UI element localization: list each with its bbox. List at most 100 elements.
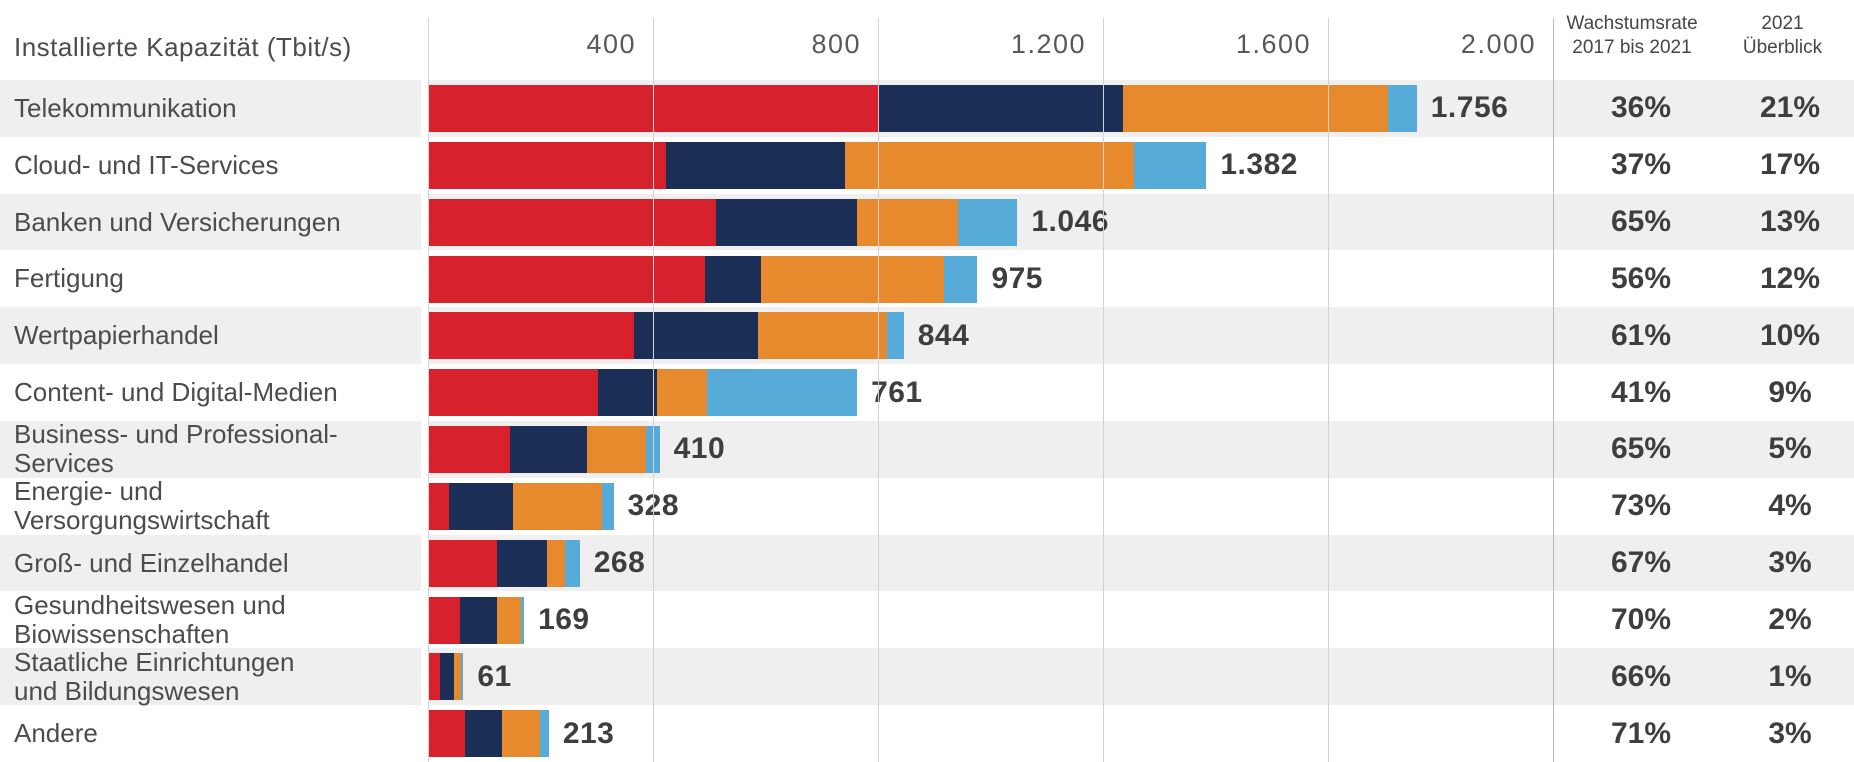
growth-rate-value: 37% <box>1610 148 1672 182</box>
bar-segment-red <box>429 596 460 644</box>
category-label-line: Biowissenschaften <box>14 618 230 649</box>
stacked-bar <box>429 198 1018 246</box>
stacked-bar <box>429 710 549 758</box>
category-label: Groß- und Einzelhandel <box>14 535 409 592</box>
growth-rate-value: 70% <box>1610 602 1672 636</box>
bar-segment-navy <box>440 653 455 701</box>
stacked-bar <box>429 482 614 530</box>
bar-segment-red <box>429 255 705 303</box>
bar-segment-red <box>429 85 879 132</box>
bar-segment-orange <box>845 141 1134 189</box>
overview-share-value: 5% <box>1768 432 1812 466</box>
overview-share-value: 10% <box>1759 318 1821 352</box>
bar-value-label: 761 <box>871 375 923 409</box>
category-label-line: Wertpapierhandel <box>14 320 219 351</box>
overview-share-value: 4% <box>1768 489 1812 523</box>
category-label: Fertigung <box>14 251 409 308</box>
bar-segment-blue <box>564 539 580 587</box>
bar-segment-orange <box>547 539 565 587</box>
column-header-growth-line1: Wachstumsrate <box>1566 13 1698 34</box>
growth-rate-value: 56% <box>1610 261 1672 295</box>
bar-segment-blue <box>707 369 858 417</box>
bar-segment-red <box>429 369 598 417</box>
bar-segment-blue <box>602 482 614 530</box>
bar-segment-blue <box>539 710 549 758</box>
stacked-bar <box>429 255 978 303</box>
bar-segment-navy <box>704 255 761 303</box>
bar-value-label: 61 <box>477 659 512 693</box>
x-tick-label: 400 <box>586 29 636 59</box>
stacked-bar <box>429 141 1207 189</box>
stacked-bar <box>429 653 464 701</box>
row-stripe <box>0 421 1854 478</box>
category-label: Cloud- und IT-Services <box>14 137 409 194</box>
bar-segment-red <box>429 198 716 246</box>
bar-segment-blue <box>958 198 1018 246</box>
growth-rate-value: 67% <box>1610 546 1672 580</box>
table-row: Energie- und Versorgungswirtschaft 328 73% 4… <box>0 477 1854 535</box>
overview-share-value: 3% <box>1768 716 1812 750</box>
table-row: Banken und Versicherungen 1.046 65% 13% <box>0 193 1854 251</box>
table-row: Staatliche Einrichtungen und Bildungswese… <box>0 646 1854 706</box>
category-label-line: Services <box>14 448 114 479</box>
category-label-line: Banken und Versicherungen <box>14 206 341 237</box>
bar-segment-navy <box>459 596 498 644</box>
bar-segment-navy <box>634 312 759 360</box>
category-label: Content- und Digital-Medien <box>14 364 409 421</box>
table-row: Gesundheitswesen und Biowissenschaften 169… <box>0 589 1854 649</box>
gridline <box>1103 18 1104 762</box>
bar-segment-orange <box>513 482 603 530</box>
bar-segment-red <box>429 539 497 587</box>
category-label-line: und Bildungswesen <box>14 675 240 706</box>
bar-segment-navy <box>448 482 514 530</box>
overview-share-value: 3% <box>1768 546 1812 580</box>
bar-segment-navy <box>597 369 657 417</box>
bar-value-label: 213 <box>562 716 615 750</box>
bar-segment-blue <box>1133 141 1207 189</box>
category-label-line: Staatliche Einrichtungen <box>14 646 295 677</box>
bar-segment-orange <box>760 255 944 303</box>
category-label: Energie- und Versorgungswirtschaft <box>14 477 409 535</box>
bar-segment-blue <box>520 596 525 644</box>
bar-segment-navy <box>510 426 588 473</box>
row-stripe <box>0 534 1854 592</box>
table-row: Wertpapierhandel 844 61% 10% <box>0 307 1854 365</box>
stacked-bar <box>429 539 580 587</box>
gridline <box>878 18 879 762</box>
category-label: Andere <box>14 705 409 762</box>
bar-segment-orange <box>758 312 888 360</box>
axis-title: Installierte Kapazität (Tbit/s) <box>14 31 352 62</box>
axis-zero-line <box>428 18 429 762</box>
column-header-growth-line2: 2017 bis 2021 <box>1572 37 1692 58</box>
bar-segment-orange <box>587 426 647 473</box>
x-tick-label: 2.000 <box>1460 29 1536 59</box>
bar-segment-navy <box>496 539 548 587</box>
overview-share-value: 13% <box>1759 205 1821 239</box>
bar-value-label: 1.382 <box>1220 148 1298 182</box>
bar-value-label: 975 <box>991 261 1043 295</box>
category-label: Telekommunikation <box>14 80 409 137</box>
bar-segment-blue <box>943 255 978 303</box>
column-header-overview-line2: Überblick <box>1742 37 1823 58</box>
stacked-bar <box>429 426 660 473</box>
overview-share-value: 9% <box>1768 375 1812 409</box>
bar-segment-red <box>429 653 441 701</box>
bar-segment-blue <box>460 653 464 701</box>
bar-segment-orange <box>502 710 540 758</box>
bar-value-label: 169 <box>538 602 590 636</box>
bar-value-label: 410 <box>673 432 726 466</box>
category-label: Banken und Versicherungen <box>14 194 409 251</box>
gridline <box>1328 18 1329 762</box>
stacked-bar <box>429 369 858 417</box>
bar-value-label: 1.046 <box>1031 205 1109 239</box>
growth-rate-value: 36% <box>1610 91 1672 125</box>
overview-share-value: 17% <box>1759 148 1821 182</box>
bar-segment-blue <box>887 312 904 360</box>
bar-segment-navy <box>465 710 503 758</box>
x-tick-label: 1.200 <box>1010 29 1086 59</box>
category-label-line: Andere <box>14 718 98 749</box>
category-label-line: Gesundheitswesen und <box>14 589 286 620</box>
table-row: Content- und Digital-Medien 761 41% 9% <box>0 364 1854 421</box>
growth-rate-value: 65% <box>1610 432 1672 466</box>
